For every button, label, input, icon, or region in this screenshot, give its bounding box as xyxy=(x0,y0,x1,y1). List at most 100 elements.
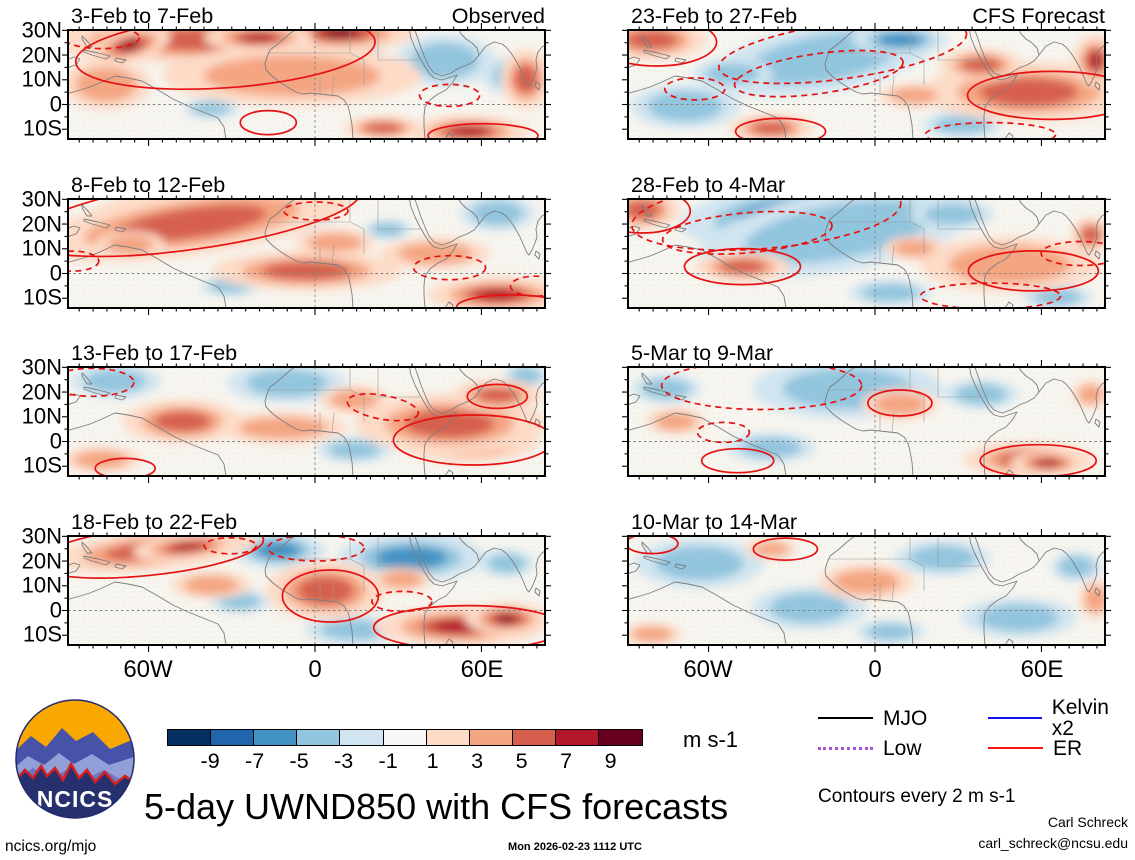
coastlines xyxy=(628,367,1105,476)
tick-marks xyxy=(62,23,551,146)
colorbar-units: m s-1 xyxy=(683,727,738,752)
tick-marks xyxy=(62,192,551,315)
contour-interval-note: Contours every 2 m s-1 xyxy=(818,786,1016,807)
panel-title-row: 10-Mar to 14-Mar xyxy=(631,509,1105,533)
colorbar-cell xyxy=(511,729,557,746)
coastlines xyxy=(628,199,1105,308)
credit-email: carl_schreck@ncsu.edu xyxy=(978,835,1128,851)
equator-gridline xyxy=(628,30,1105,139)
map-canvas xyxy=(622,23,1111,146)
equator-gridline xyxy=(628,536,1105,645)
equator-gridline xyxy=(68,30,545,139)
colorbar-tick-label: 9 xyxy=(604,749,617,773)
colorbar-cell xyxy=(296,729,341,746)
tick-marks xyxy=(622,192,1111,315)
colorbar-tick-label: 5 xyxy=(515,749,528,773)
colorbar-tick-label: -5 xyxy=(289,749,309,773)
panel-title-row: 28-Feb to 4-Mar xyxy=(631,172,1105,196)
tick-marks xyxy=(622,529,1111,652)
coastlines xyxy=(68,367,545,476)
panel-date-range: 10-Mar to 14-Mar xyxy=(631,509,798,534)
wave-contours xyxy=(68,367,545,476)
equator-gridline xyxy=(628,199,1105,308)
colorbar-cell xyxy=(598,729,643,746)
legend-line-kelvin-x2 xyxy=(988,717,1042,719)
lat-tick-label: 10S xyxy=(22,284,62,310)
lat-tick-label: 10N xyxy=(21,66,62,92)
coastlines xyxy=(628,30,1105,139)
panel-date-range: 23-Feb to 27-Feb xyxy=(631,3,798,28)
panel-column-header: CFS Forecast xyxy=(972,3,1105,28)
lat-tick-label: 20N xyxy=(21,42,62,68)
legend-item: MJO xyxy=(818,705,927,731)
footer-site: ncics.org/mjo xyxy=(5,838,97,855)
panel-title-row: 3-Feb to 7-Feb Observed xyxy=(71,3,545,27)
lat-tick-label: 0 xyxy=(49,597,62,623)
legend-item-label: Low xyxy=(883,736,922,760)
equator-gridline xyxy=(68,199,545,308)
colorbar-tick-label: -1 xyxy=(378,749,398,773)
legend-item-label: MJO xyxy=(883,706,928,730)
lat-tick-label: 10N xyxy=(21,235,62,261)
equator-gridline xyxy=(68,536,545,645)
colorbar-cell xyxy=(382,729,428,746)
panel-title-row: 18-Feb to 22-Feb xyxy=(71,509,545,533)
lat-tick-label: 0 xyxy=(49,260,62,286)
tick-marks xyxy=(622,23,1111,146)
legend-line-er xyxy=(988,747,1043,749)
colorbar-tick-label: 3 xyxy=(471,749,484,773)
panel-title-row: 5-Mar to 9-Mar xyxy=(631,340,1105,364)
lat-tick-label: 30N xyxy=(21,354,62,380)
lat-tick-label: 20N xyxy=(21,211,62,237)
colorbar-tick-label: -9 xyxy=(200,749,220,773)
ncics-logo: NCICS xyxy=(15,699,135,819)
colorbar-cell xyxy=(167,729,212,746)
wave-contours xyxy=(628,536,819,561)
colorbar-cell xyxy=(425,729,471,746)
legend-line-mjo xyxy=(818,717,873,719)
wave-contours xyxy=(628,199,1105,308)
panel-date-range: 28-Feb to 4-Mar xyxy=(631,172,786,197)
colorbar-tick-label: -7 xyxy=(245,749,265,773)
wave-contours xyxy=(628,30,1105,139)
lon-tick-label: 60E xyxy=(460,656,504,683)
lat-tick-label: 30N xyxy=(21,523,62,549)
lon-tick-label: 0 xyxy=(308,656,322,683)
colorbar-cell xyxy=(253,729,298,746)
equator-gridline xyxy=(628,367,1105,476)
map-canvas xyxy=(622,529,1111,652)
colorbar xyxy=(167,729,643,746)
coastlines xyxy=(68,536,545,645)
equator-gridline xyxy=(68,367,545,476)
lon-tick-label: 60W xyxy=(683,656,733,683)
footer-timestamp: Mon 2026-02-23 1112 UTC xyxy=(508,841,642,853)
map-canvas xyxy=(62,23,551,146)
lat-tick-label: 10S xyxy=(22,452,62,478)
logo-text: NCICS xyxy=(37,786,114,812)
lat-tick-label: 20N xyxy=(21,548,62,574)
panel-title-row: 8-Feb to 12-Feb xyxy=(71,172,545,196)
tick-marks xyxy=(62,529,551,652)
lon-tick-label: 0 xyxy=(868,656,882,683)
lat-tick-label: 30N xyxy=(21,17,62,43)
colorbar-tick-label: -3 xyxy=(334,749,354,773)
panel-title-row: 13-Feb to 17-Feb xyxy=(71,340,545,364)
coastlines xyxy=(68,30,545,139)
legend-item: Low xyxy=(818,735,922,761)
panel-date-range: 8-Feb to 12-Feb xyxy=(71,172,226,197)
logo-red-ridgeline xyxy=(16,761,134,786)
legend-item-label: ER xyxy=(1053,736,1083,760)
coastlines xyxy=(628,536,1105,645)
panel-date-range: 18-Feb to 22-Feb xyxy=(71,509,238,534)
map-canvas xyxy=(622,360,1111,483)
colorbar-cell xyxy=(554,729,600,746)
lat-tick-label: 10N xyxy=(21,403,62,429)
map-canvas xyxy=(62,192,551,315)
lon-tick-label: 60W xyxy=(123,656,173,683)
panel-date-range: 3-Feb to 7-Feb xyxy=(71,3,214,28)
colorbar-cell xyxy=(210,729,255,746)
map-canvas xyxy=(62,360,551,483)
lat-tick-label: 10S xyxy=(22,115,62,141)
lat-tick-label: 0 xyxy=(49,428,62,454)
colorbar-tick-label: 1 xyxy=(426,749,439,773)
